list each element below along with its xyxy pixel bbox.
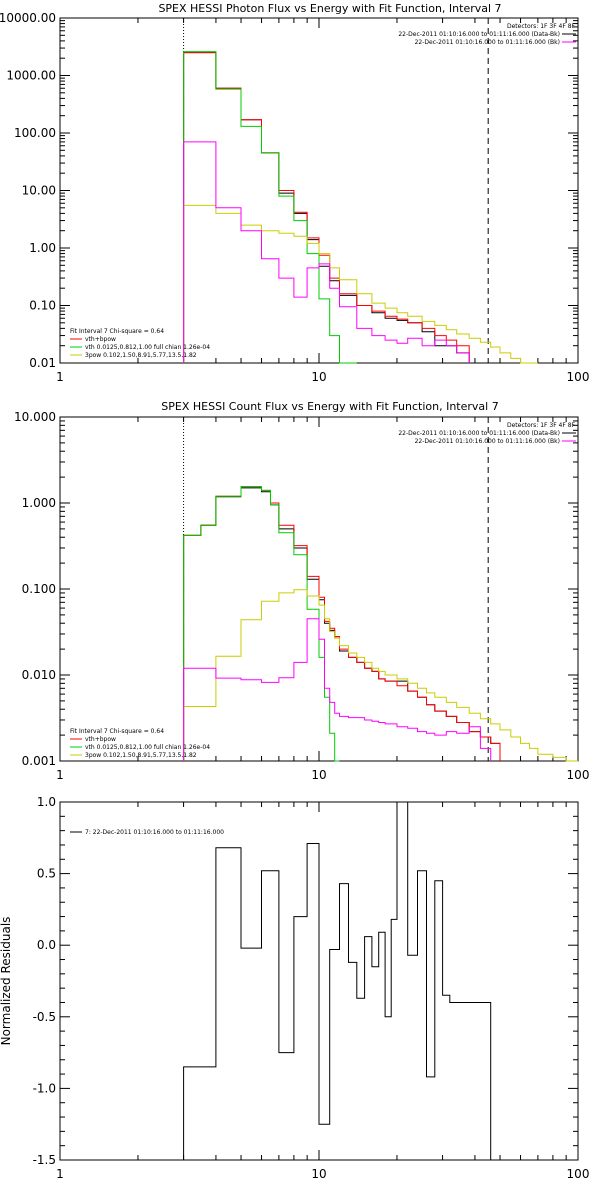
series-vth [183, 51, 357, 364]
count-flux-series [183, 417, 578, 762]
residuals-panel: 1 10 100 -1.5 -1.0 -0.5 0.0 0.5 1.0 Normalized R… [0, 795, 589, 1181]
count-flux-title: SPEX HESSI Count Flux vs Energy with Fit… [161, 400, 498, 413]
y-tick-label: 0.010 [22, 668, 56, 682]
x-tick-label: 10 [311, 768, 326, 782]
y-tick-label: 10.000 [14, 410, 56, 424]
series-data [183, 487, 501, 761]
x-tick-label: 100 [567, 370, 590, 384]
x-tick-label: 10 [311, 370, 326, 384]
legend-data-bk: 22-Dec-2011 01:10:16.000 to 01:11:16.000… [398, 31, 560, 38]
photon-flux-series [183, 18, 538, 364]
legend-fit-interval: Fit Interval 7 Chi-square = 0.64 [70, 328, 164, 335]
series-bk [183, 141, 470, 363]
photon-flux-title: SPEX HESSI Photon Flux vs Energy with Fi… [158, 2, 501, 15]
y-tick-label: 10000.00 [0, 11, 56, 25]
residuals-ylabel: Normalized Residuals [0, 917, 13, 1046]
y-tick-label: 100.00 [14, 126, 56, 140]
photon-flux-panel: SPEX HESSI Photon Flux vs Energy with Fi… [0, 2, 589, 384]
legend-fit-interval: Fit Interval 7 Chi-square = 0.64 [70, 728, 164, 735]
y-tick-label: 1.000 [22, 496, 56, 510]
y-tick-label: 10.00 [22, 184, 56, 198]
y-tick-label: 1000.00 [6, 69, 56, 83]
y-tick-label: 0.0 [37, 938, 56, 952]
legend-vth: vth 0.0125,0.812,1.00 full chian 1.26e-0… [85, 344, 210, 351]
y-tick-label: -1.0 [33, 1081, 56, 1095]
y-tick-label: 1.00 [29, 241, 56, 255]
photon-flux-legend-top-right: Detectors: 1F 3F 4F 8F 22-Dec-2011 01:10… [398, 23, 576, 46]
legend-bpow: 3pow 0.102,1.50,8.91,5.77,13.5,1.82 [85, 352, 197, 359]
legend-total: vth+bpow [85, 336, 116, 343]
series-vth [183, 486, 340, 762]
count-flux-legend-bottom-left: Fit Interval 7 Chi-square = 0.64 vth+bpo… [70, 728, 210, 759]
count-flux-legend-top-right: Detectors: 1F 3F 4F 8F 22-Dec-2011 01:10… [398, 422, 576, 445]
legend-bk: 22-Dec-2011 01:10:16.000 to 01:11:16.000… [415, 39, 560, 46]
x-tick-label: 100 [567, 1167, 590, 1181]
x-tick-label: 100 [567, 768, 590, 782]
x-tick-label: 1 [56, 1167, 64, 1181]
residuals-axes: 1 10 100 -1.5 -1.0 -0.5 0.0 0.5 1.0 [33, 795, 590, 1181]
series-bpow [183, 589, 578, 762]
legend-total: vth+bpow [85, 736, 116, 743]
legend-bk: 22-Dec-2011 01:10:16.000 to 01:11:16.000… [415, 438, 560, 445]
photon-flux-legend-bottom-left: Fit Interval 7 Chi-square = 0.64 vth+bpo… [70, 328, 210, 359]
x-tick-label: 1 [56, 768, 64, 782]
legend-vth: vth 0.0125,0.812,1.00 full chian 1.26e-0… [85, 744, 210, 751]
photon-flux-plot-frame [59, 17, 579, 364]
x-tick-label: 1 [56, 370, 64, 384]
series-residuals [183, 801, 492, 1160]
residuals-legend: 7: 22-Dec-2011 01:10:16.000 to 01:11:16.… [85, 829, 224, 836]
legend-data-bk: 22-Dec-2011 01:10:16.000 to 01:11:16.000… [398, 430, 560, 437]
y-tick-label: -0.5 [33, 1010, 56, 1024]
x-tick-label: 10 [311, 1167, 326, 1181]
photon-flux-axes: 1 10 100 0.01 0.10 1.00 10.00 100.00 1000.00 1000… [0, 11, 589, 384]
y-tick-label: 1.0 [37, 795, 56, 809]
legend-bpow: 3pow 0.102,1.50,8.91,5.77,13.5,1.82 [85, 752, 197, 759]
legend-detectors: Detectors: 1F 3F 4F 8F [507, 422, 576, 429]
y-tick-label: 0.001 [22, 754, 56, 768]
residuals-series [183, 801, 492, 1160]
count-flux-axes: 1 10 100 0.001 0.010 0.100 1.000 10.000 [14, 410, 589, 782]
count-flux-panel: SPEX HESSI Count Flux vs Energy with Fit… [14, 400, 589, 782]
y-tick-label: 0.01 [29, 356, 56, 370]
legend-detectors: Detectors: 1F 3F 4F 8F [507, 23, 576, 30]
series-bk [183, 618, 492, 761]
y-tick-label: -1.5 [33, 1153, 56, 1167]
series-total [183, 486, 501, 761]
y-tick-label: 0.10 [29, 299, 56, 313]
y-tick-label: 0.5 [37, 867, 56, 881]
series-bpow [183, 204, 538, 364]
y-tick-label: 0.100 [22, 582, 56, 596]
